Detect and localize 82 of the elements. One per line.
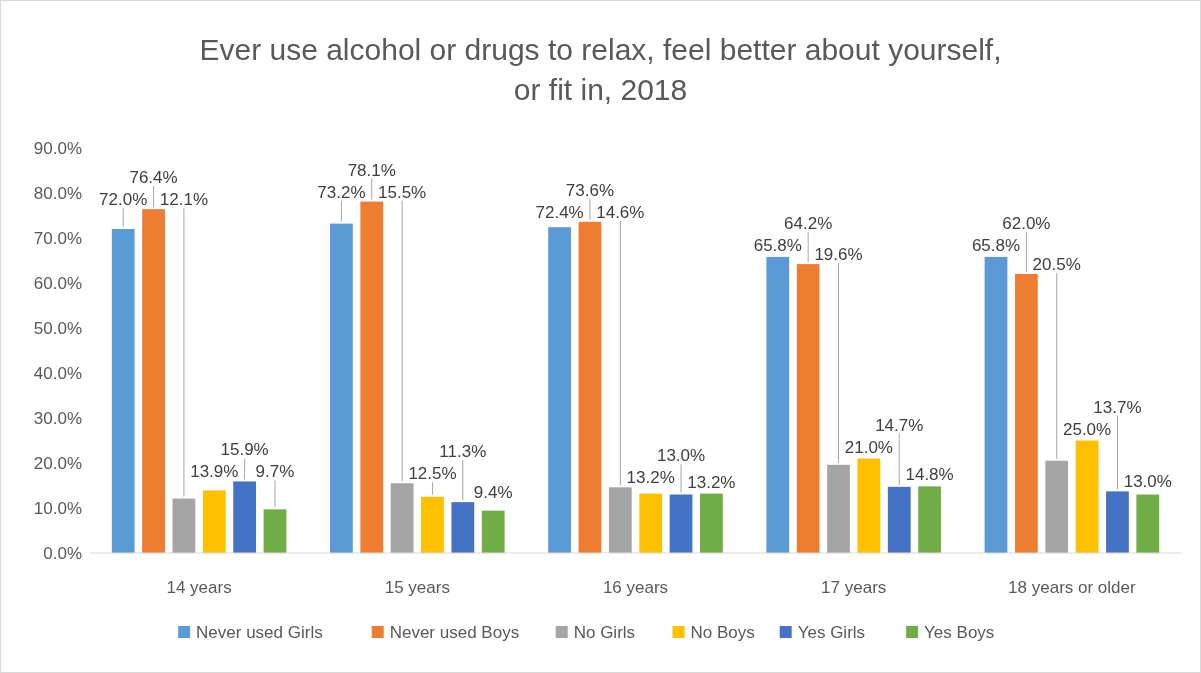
x-tick-label: 17 years	[821, 578, 887, 597]
data-label: 15.9%	[220, 440, 269, 460]
y-tick-label: 30.0%	[33, 409, 82, 428]
data-label: 13.0%	[656, 446, 706, 466]
bar	[608, 487, 632, 553]
data-label: 13.0%	[1123, 472, 1172, 492]
bar	[1106, 491, 1129, 553]
data-label: 19.6%	[814, 245, 863, 265]
bar	[233, 481, 257, 553]
bar	[202, 490, 226, 553]
data-label: 78.1%	[347, 160, 396, 180]
bar	[796, 264, 820, 553]
data-label: 73.6%	[565, 180, 615, 200]
bar	[548, 227, 571, 553]
y-tick-label: 60.0%	[33, 274, 82, 293]
bar	[578, 221, 602, 553]
bar	[111, 229, 135, 553]
data-label: 14.6%	[596, 202, 645, 222]
data-label: 72.4%	[535, 202, 584, 222]
chart-title: Ever use alcohol or drugs to relax, feel better about yourself, or fit in, 2018	[199, 33, 1002, 106]
bar	[766, 256, 790, 553]
data-label: 64.2%	[784, 213, 833, 233]
data-label: 14.7%	[875, 415, 924, 435]
legend-label: Never used Girls	[196, 623, 323, 642]
data-label: 73.2%	[317, 182, 366, 202]
bar	[984, 256, 1008, 553]
bar	[451, 502, 475, 553]
data-label: 9.4%	[473, 483, 513, 503]
data-label: 13.9%	[190, 462, 239, 482]
data-label: 65.8%	[753, 235, 802, 255]
bar	[390, 483, 414, 553]
y-tick-label: 40.0%	[33, 364, 82, 383]
data-label: 15.5%	[378, 182, 427, 202]
x-tick-label: 14 years	[166, 578, 232, 597]
y-tick-label: 80.0%	[33, 184, 82, 203]
data-label: 13.7%	[1093, 397, 1142, 417]
x-tick-label: 18 years or older	[1008, 578, 1137, 597]
bar	[887, 486, 911, 553]
data-label: 12.5%	[408, 464, 457, 484]
data-label: 20.5%	[1032, 255, 1081, 274]
y-tick-label: 20.0%	[33, 454, 82, 473]
bar	[142, 209, 165, 553]
y-tick-label: 10.0%	[33, 499, 82, 518]
bar	[700, 493, 723, 553]
bar	[827, 464, 850, 553]
bar	[330, 223, 353, 553]
data-label: 72.0%	[99, 190, 148, 210]
data-label: 13.2%	[687, 472, 736, 492]
bar	[857, 458, 881, 553]
bar	[1014, 274, 1038, 553]
data-label: 76.4%	[129, 168, 178, 188]
bar	[1045, 460, 1069, 553]
data-label: 13.2%	[626, 468, 675, 488]
bar	[172, 498, 196, 553]
y-tick-label: 70.0%	[33, 229, 82, 248]
legend-label: Yes Girls	[797, 623, 866, 642]
legend-label: Never used Boys	[389, 623, 520, 642]
data-label: 65.8%	[971, 235, 1021, 255]
legend-label: No Boys	[690, 623, 755, 642]
legend-label: Yes Boys	[924, 623, 995, 642]
data-label: 9.7%	[255, 462, 295, 482]
y-tick-label: 50.0%	[33, 319, 82, 338]
bar	[360, 201, 384, 553]
legend-label: No Girls	[573, 623, 636, 642]
data-label: 21.0%	[844, 437, 893, 457]
data-label: 14.8%	[905, 465, 954, 485]
y-tick-label: 90.0%	[33, 139, 82, 158]
bar	[481, 510, 505, 553]
bar	[263, 509, 287, 553]
data-label: 11.3%	[439, 442, 487, 462]
data-label: 25.0%	[1062, 419, 1112, 439]
y-tick-label: 0.0%	[43, 544, 82, 563]
x-tick-label: 15 years	[384, 578, 450, 597]
data-label: 12.1%	[159, 190, 209, 210]
bar	[639, 493, 663, 553]
bar	[421, 496, 444, 553]
data-label: 62.0%	[1002, 213, 1051, 233]
bar	[669, 494, 693, 553]
bar	[1075, 440, 1099, 553]
bar	[1136, 494, 1160, 553]
x-tick-label: 16 years	[602, 578, 669, 597]
bar	[918, 486, 941, 553]
